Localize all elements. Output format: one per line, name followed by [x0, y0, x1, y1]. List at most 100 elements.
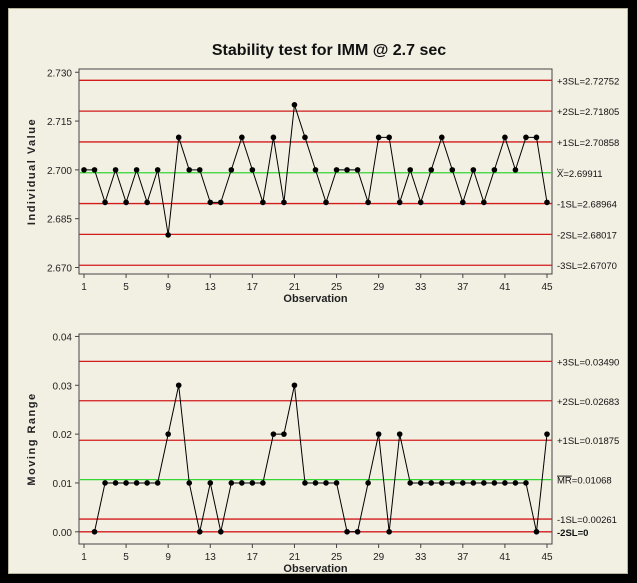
data-point — [102, 199, 108, 206]
center-symbol: MR — [557, 476, 572, 487]
data-point — [407, 167, 414, 173]
data-point — [291, 101, 298, 108]
data-point — [186, 480, 193, 486]
data-point — [91, 167, 98, 173]
x-tick-label: 13 — [205, 282, 217, 293]
data-point — [217, 528, 224, 535]
data-point — [207, 480, 214, 486]
x-tick-label: 37 — [457, 552, 469, 563]
data-point — [502, 134, 508, 141]
x-tick-label: 45 — [541, 552, 553, 563]
limit-line-label: +3SL=2.72752 — [557, 76, 619, 87]
data-point — [386, 134, 392, 141]
data-point — [375, 431, 382, 437]
limit-line-label: +2SL=2.71805 — [557, 107, 619, 118]
x-tick-label: 9 — [165, 282, 171, 293]
x-tick-label: 1 — [81, 552, 87, 563]
data-point — [175, 382, 182, 389]
x-tick-label: 5 — [123, 282, 129, 293]
data-point — [396, 199, 403, 206]
data-point — [523, 134, 529, 141]
data-point — [165, 431, 171, 437]
data-point — [512, 167, 519, 173]
center-value: =0.01068 — [572, 476, 612, 487]
data-point — [470, 167, 477, 173]
data-point — [417, 480, 424, 486]
data-point — [544, 199, 550, 206]
data-point — [102, 480, 108, 486]
series-line — [94, 385, 548, 533]
data-point — [512, 480, 519, 486]
y-tick-label: 0.03 — [53, 381, 73, 392]
data-point — [375, 134, 382, 141]
data-point — [133, 167, 140, 173]
data-point — [354, 167, 361, 173]
data-point — [365, 480, 371, 486]
limit-line-label: +1SL=0.01875 — [557, 436, 619, 447]
data-point — [175, 134, 182, 141]
limit-line-label: -1SL=0.00261 — [557, 515, 617, 526]
data-point — [523, 480, 529, 486]
data-point — [123, 199, 129, 206]
x-tick-label: 21 — [289, 282, 301, 293]
x-tick-label: 25 — [331, 282, 343, 293]
data-point — [186, 167, 193, 173]
plot-1: 2.670 2.685 2.700 2.715 2.730 1 5 9 13 17 21 25 29 33… — [26, 68, 619, 305]
data-point — [207, 199, 214, 206]
x-tick-label: 13 — [205, 552, 217, 563]
data-point — [386, 528, 392, 535]
control-chart-svg: Stability test for IMM @ 2.7 sec 2.6702.… — [26, 42, 619, 575]
y-tick-label: 0.00 — [53, 528, 73, 539]
data-point — [333, 480, 340, 486]
data-point — [270, 431, 277, 437]
y-tick-label: 2.730 — [47, 68, 72, 79]
plot-frame — [78, 68, 553, 275]
data-point — [354, 528, 361, 535]
data-point — [344, 528, 350, 535]
data-point — [481, 199, 487, 206]
data-point — [323, 199, 329, 206]
data-point — [449, 480, 456, 486]
data-point — [239, 480, 245, 486]
data-point — [281, 199, 287, 206]
data-point — [154, 480, 161, 486]
data-point — [533, 528, 540, 535]
y-tick-label: 2.670 — [47, 263, 72, 274]
data-point — [144, 480, 150, 486]
x-tick-label: 25 — [331, 552, 343, 563]
limit-line-label: +2SL=0.02683 — [557, 397, 619, 408]
x-tick-label: 33 — [415, 552, 427, 563]
center-symbol: X̄ — [557, 169, 564, 180]
center-line-label: X̄=2.69911 — [557, 169, 603, 180]
data-point — [428, 167, 435, 173]
y-tick-label: 2.685 — [47, 215, 72, 226]
data-point — [270, 134, 277, 141]
x-axis-label: Observation — [283, 563, 347, 575]
x-tick-label: 1 — [81, 282, 87, 293]
data-point — [533, 134, 540, 141]
x-tick-label: 41 — [499, 552, 511, 563]
data-point — [344, 167, 350, 173]
data-point — [133, 480, 140, 486]
chart-panel: Stability test for IMM @ 2.7 sec 2.670 2.… — [8, 8, 628, 575]
data-point — [428, 480, 435, 486]
x-tick-label: 5 — [123, 552, 129, 563]
data-point — [544, 431, 550, 437]
limit-line-label: +1SL=2.70858 — [557, 138, 619, 149]
y-tick-label: 0.02 — [53, 430, 73, 441]
data-point — [281, 431, 287, 437]
data-point — [302, 134, 308, 141]
data-point — [481, 480, 487, 486]
data-point — [112, 167, 119, 173]
plot-2: 0.00 0.01 0.02 0.03 0.04 1 5 9 13 17 21 25 29 33 37 41 4… — [26, 332, 619, 575]
data-point — [291, 382, 298, 389]
data-point — [312, 480, 319, 486]
data-point — [112, 480, 119, 486]
y-axis-label: Individual Value — [26, 118, 38, 225]
center-value: =2.69911 — [563, 169, 602, 180]
data-point — [449, 167, 456, 173]
limit-line-label: -2SL=2.68017 — [557, 230, 617, 241]
data-point — [460, 480, 466, 486]
data-point — [154, 167, 161, 173]
